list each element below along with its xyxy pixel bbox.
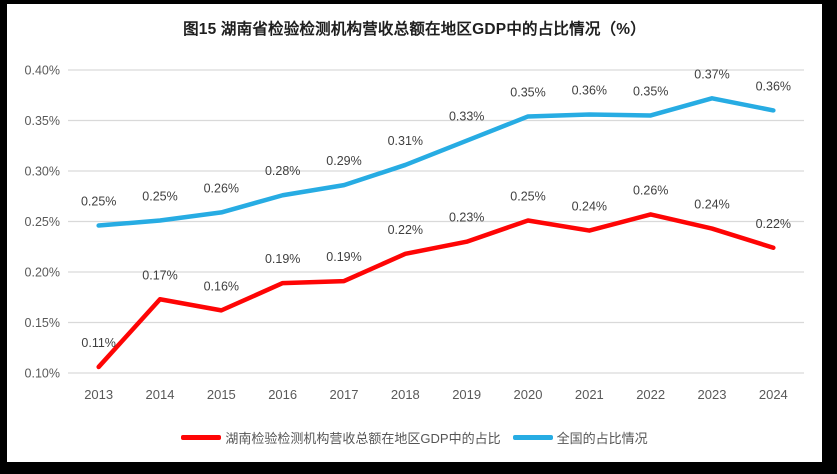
svg-text:0.15%: 0.15% [25, 316, 60, 330]
svg-text:0.24%: 0.24% [572, 200, 607, 214]
legend-item-national: 全国的占比情况 [512, 428, 648, 447]
svg-text:0.17%: 0.17% [142, 268, 177, 282]
svg-text:0.29%: 0.29% [326, 154, 361, 168]
svg-text:0.23%: 0.23% [449, 211, 484, 225]
svg-text:0.33%: 0.33% [449, 110, 484, 124]
svg-text:2013: 2013 [84, 387, 113, 402]
svg-text:0.35%: 0.35% [25, 114, 60, 128]
svg-text:0.19%: 0.19% [265, 252, 300, 266]
chart-title: 图15 湖南省检验检测机构营收总额在地区GDP中的占比情况（%） [183, 21, 646, 38]
svg-text:0.40%: 0.40% [25, 64, 60, 78]
svg-text:0.22%: 0.22% [756, 217, 791, 231]
svg-text:0.31%: 0.31% [388, 134, 423, 148]
svg-text:0.30%: 0.30% [25, 165, 60, 179]
svg-text:2020: 2020 [514, 387, 543, 402]
svg-text:2022: 2022 [636, 387, 665, 402]
svg-text:2018: 2018 [391, 387, 420, 402]
svg-text:0.10%: 0.10% [25, 367, 60, 381]
svg-text:0.37%: 0.37% [694, 67, 729, 81]
svg-text:0.19%: 0.19% [326, 250, 361, 264]
svg-text:0.36%: 0.36% [756, 79, 791, 93]
legend-item-label: 湖南检验检测机构营收总额在地区GDP中的占比 [225, 431, 501, 446]
svg-text:2016: 2016 [268, 387, 297, 402]
svg-text:0.36%: 0.36% [572, 83, 607, 97]
svg-text:2014: 2014 [146, 387, 175, 402]
svg-text:0.26%: 0.26% [204, 181, 239, 195]
line-chart-plot: 0.10% 0.15% 0.20% 0.25% 0.30% 0.35% 0.40% 2013 2… [25, 64, 804, 402]
svg-text:0.35%: 0.35% [633, 84, 668, 98]
legend-red-line-icon [181, 435, 222, 440]
svg-text:0.28%: 0.28% [265, 164, 300, 178]
svg-text:2017: 2017 [330, 387, 359, 402]
svg-text:2021: 2021 [575, 387, 604, 402]
svg-text:0.24%: 0.24% [694, 198, 729, 212]
svg-text:2019: 2019 [452, 387, 481, 402]
svg-text:0.25%: 0.25% [142, 189, 177, 203]
svg-text:0.26%: 0.26% [633, 183, 668, 197]
svg-text:2015: 2015 [207, 387, 236, 402]
svg-text:0.22%: 0.22% [388, 223, 423, 237]
svg-text:0.25%: 0.25% [510, 189, 545, 203]
svg-text:0.35%: 0.35% [510, 85, 545, 99]
chart-legend: 湖南检验检测机构营收总额在地区GDP中的占比 全国的占比情况 [7, 428, 822, 447]
svg-text:0.20%: 0.20% [25, 266, 60, 280]
legend-item-label: 全国的占比情况 [556, 431, 648, 446]
svg-text:2024: 2024 [759, 387, 788, 402]
svg-text:2023: 2023 [698, 387, 727, 402]
legend-blue-line-icon [512, 435, 553, 440]
chart-frame: 图15 湖南省检验检测机构营收总额在地区GDP中的占比情况（%） 0.10% 0.… [7, 4, 822, 462]
legend-item-hunan: 湖南检验检测机构营收总额在地区GDP中的占比 [181, 428, 501, 447]
svg-text:0.11%: 0.11% [81, 336, 116, 350]
svg-text:0.25%: 0.25% [25, 215, 60, 229]
svg-text:0.25%: 0.25% [81, 195, 116, 209]
svg-text:0.16%: 0.16% [204, 279, 239, 293]
